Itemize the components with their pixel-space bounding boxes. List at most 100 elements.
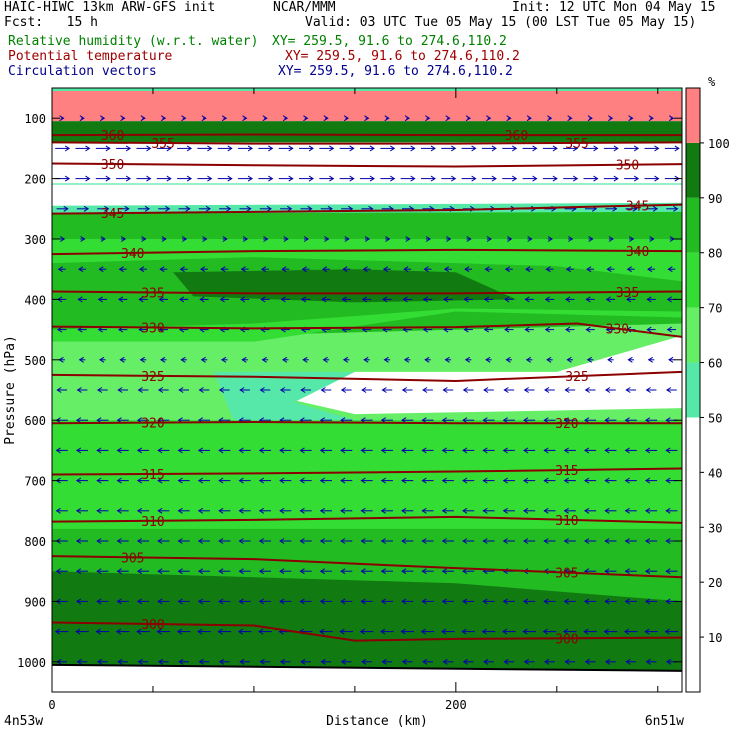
wind-arrowhead — [308, 145, 314, 152]
wind-arrowhead — [503, 658, 509, 665]
wind-arrowhead — [260, 266, 267, 273]
wind-arrowhead — [263, 236, 269, 242]
wind-arrowhead — [219, 296, 225, 303]
wind-arrowhead — [138, 296, 144, 303]
colorbar-tick-label: 80 — [708, 247, 722, 261]
wind-arrowhead — [464, 266, 470, 273]
colorbar-tick-label: 20 — [708, 576, 722, 590]
wind-arrowhead — [502, 417, 508, 424]
wind-arrowhead — [613, 175, 619, 182]
wind-arrowhead — [96, 598, 102, 605]
theta-contour-layer: 360 360 355 355 350 350 345 345 340 340 335 335 330 3… — [52, 129, 682, 672]
wind-arrowhead — [605, 387, 611, 393]
wind-arrowhead — [80, 236, 86, 242]
y-tick-label: 700 — [24, 475, 46, 489]
model-title: HAIC-HIWC 13km ARW-GFS init — [4, 0, 216, 15]
wind-arrowhead — [502, 447, 508, 454]
wind-arrowhead — [546, 356, 552, 363]
wind-arrowhead — [218, 538, 224, 544]
wind-arrowhead — [507, 236, 513, 242]
wind-arrowhead — [524, 296, 530, 303]
wind-arrowhead — [360, 598, 366, 605]
wind-arrowhead — [261, 356, 267, 363]
wind-arrowhead — [159, 266, 165, 273]
center-label: NCAR/MMM — [273, 0, 336, 15]
wind-arrowhead — [217, 628, 223, 635]
wind-arrowhead — [64, 145, 71, 152]
wind-arrowhead — [104, 205, 110, 212]
wind-arrowhead — [136, 507, 143, 514]
wind-arrowhead — [64, 175, 71, 182]
wind-arrowhead — [75, 628, 81, 635]
wind-arrowhead — [75, 447, 82, 454]
wind-arrowhead — [604, 507, 610, 514]
wind-arrowhead — [593, 145, 599, 152]
wind-arrowhead — [96, 477, 102, 484]
wind-arrowhead — [268, 145, 274, 152]
wind-arrowhead — [157, 538, 163, 544]
wind-arrowhead — [523, 417, 529, 424]
wind-arrowhead — [96, 568, 102, 575]
wind-arrowhead — [77, 296, 83, 303]
wind-arrowhead — [220, 356, 227, 363]
wind-arrowhead — [75, 507, 82, 514]
wind-arrowhead — [281, 356, 288, 363]
wind-arrowhead — [319, 628, 325, 635]
y-axis-title: Pressure (hPa) — [3, 335, 18, 445]
wind-arrowhead — [78, 356, 84, 363]
wind-arrowhead — [451, 175, 457, 182]
wind-arrowhead — [242, 236, 249, 242]
rh-region-14 — [52, 664, 682, 692]
wind-arrowhead — [360, 538, 366, 544]
wind-arrowhead — [491, 145, 497, 152]
wind-arrowhead — [544, 658, 550, 665]
wind-arrowhead — [349, 145, 355, 152]
wind-arrowhead — [441, 568, 447, 575]
wind-arrowhead — [360, 568, 366, 575]
wind-arrowhead — [524, 326, 530, 333]
wind-arrowhead — [665, 568, 671, 575]
wind-arrowhead — [157, 658, 164, 665]
wind-arrowhead — [55, 507, 61, 514]
wind-arrowhead — [563, 447, 569, 454]
wind-arrowhead — [158, 296, 164, 303]
wind-arrowhead — [647, 356, 653, 363]
wind-arrowhead — [364, 115, 370, 122]
wind-arrowhead — [239, 296, 246, 303]
wind-arrowhead — [673, 205, 679, 212]
wind-arrowhead — [380, 598, 386, 605]
wind-arrowhead — [462, 658, 468, 665]
wind-arrowhead — [201, 115, 207, 122]
wind-arrowhead — [288, 175, 294, 182]
wind-arrowhead — [572, 175, 579, 182]
wind-arrowhead — [177, 507, 183, 514]
wind-arrowhead — [115, 628, 122, 635]
wind-arrowhead — [543, 538, 549, 544]
wind-arrowhead — [136, 477, 143, 484]
wind-arrowhead — [604, 477, 610, 484]
wind-arrowhead — [584, 447, 590, 454]
wind-arrowhead — [441, 628, 447, 635]
wind-arrowhead — [116, 538, 122, 544]
wind-arrowhead — [645, 387, 651, 393]
wind-arrowhead — [544, 296, 550, 303]
wind-arrowhead — [605, 658, 611, 665]
field-rh-xy: XY= 259.5, 91.6 to 274.6,110.2 — [272, 34, 507, 49]
wind-arrowhead — [421, 447, 427, 454]
wind-arrowhead — [625, 658, 631, 665]
wind-arrowhead — [238, 598, 244, 605]
wind-arrowhead — [410, 175, 416, 182]
theta-contour-340 — [52, 248, 682, 256]
wind-arrowhead — [444, 356, 450, 363]
wind-arrowhead — [401, 538, 407, 544]
wind-arrowhead — [340, 598, 346, 605]
wind-arrowhead — [319, 538, 326, 544]
y-tick-label: 400 — [24, 293, 46, 307]
wind-arrowhead — [226, 205, 232, 212]
wind-arrowhead — [227, 175, 233, 182]
wind-arrowhead — [160, 115, 167, 122]
theta-label: 315 — [555, 464, 578, 479]
wind-arrowhead — [246, 205, 252, 212]
wind-arrowhead — [59, 236, 66, 242]
wind-arrowhead — [491, 175, 497, 182]
